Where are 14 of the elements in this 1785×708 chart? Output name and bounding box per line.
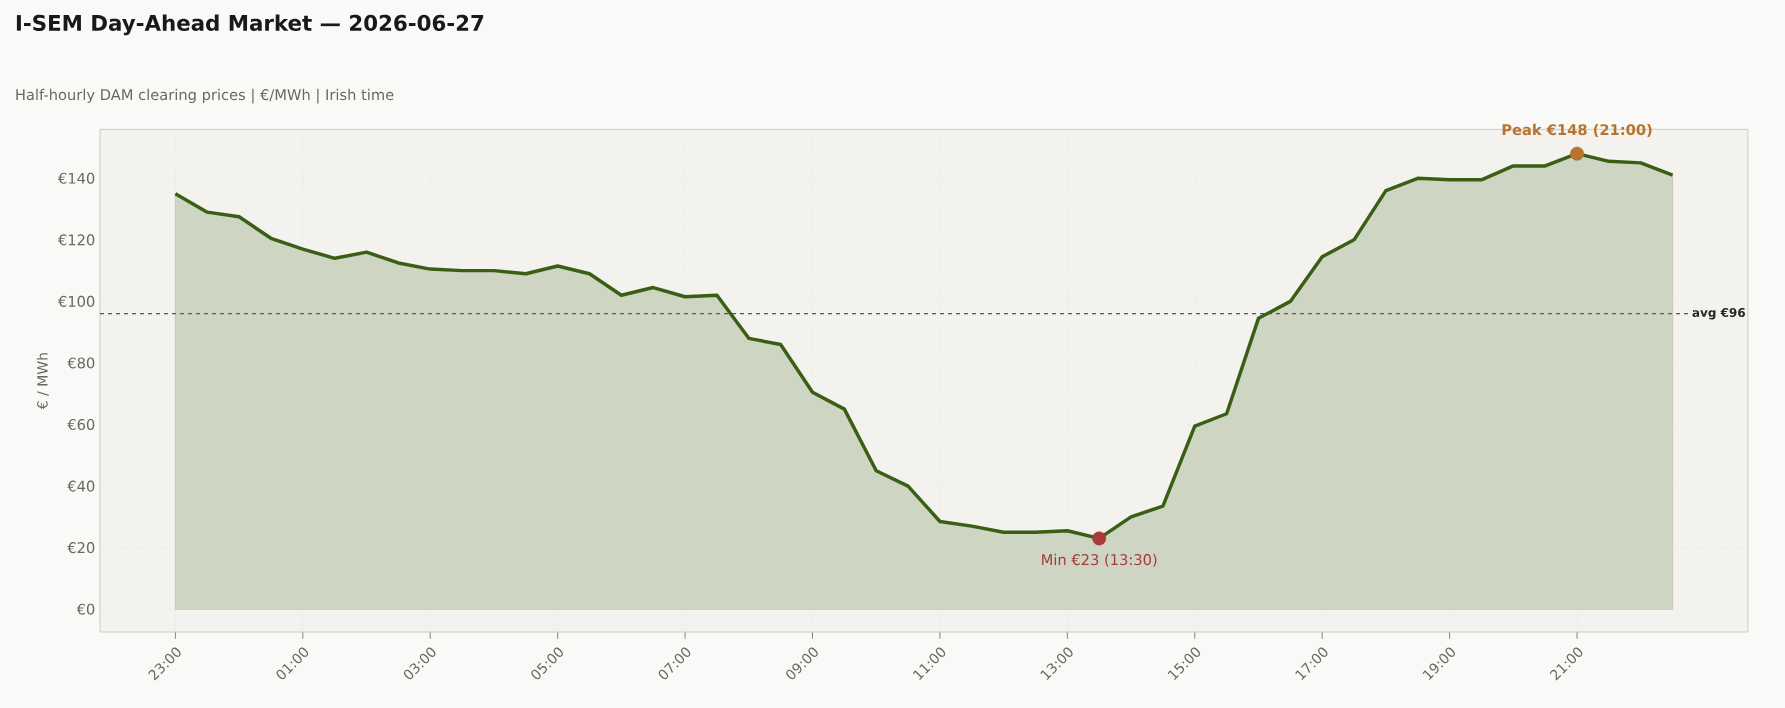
y-tick-label: €120 (57, 234, 95, 246)
y-tick-label: €80 (67, 357, 95, 369)
chart-subtitle: Half-hourly DAM clearing prices | €/MWh | Irish time (16, 88, 394, 104)
annotation: Peak €148 (21:00) (1502, 123, 1652, 137)
y-tick-label: €20 (67, 542, 95, 554)
ref-line-label: avg €96 (1692, 307, 1746, 320)
chart-title: I-SEM Day-Ahead Market — 2026-06-27 (16, 14, 484, 36)
y-axis-title: € / MWh (36, 353, 49, 410)
y-tick-label: €0 (76, 603, 95, 615)
y-tick-label: €140 (57, 172, 95, 184)
y-tick-label: €40 (67, 480, 95, 492)
y-tick-label: €60 (67, 419, 95, 431)
annotation: Min €23 (13:30) (1042, 553, 1157, 567)
y-tick-label: €100 (57, 295, 95, 307)
